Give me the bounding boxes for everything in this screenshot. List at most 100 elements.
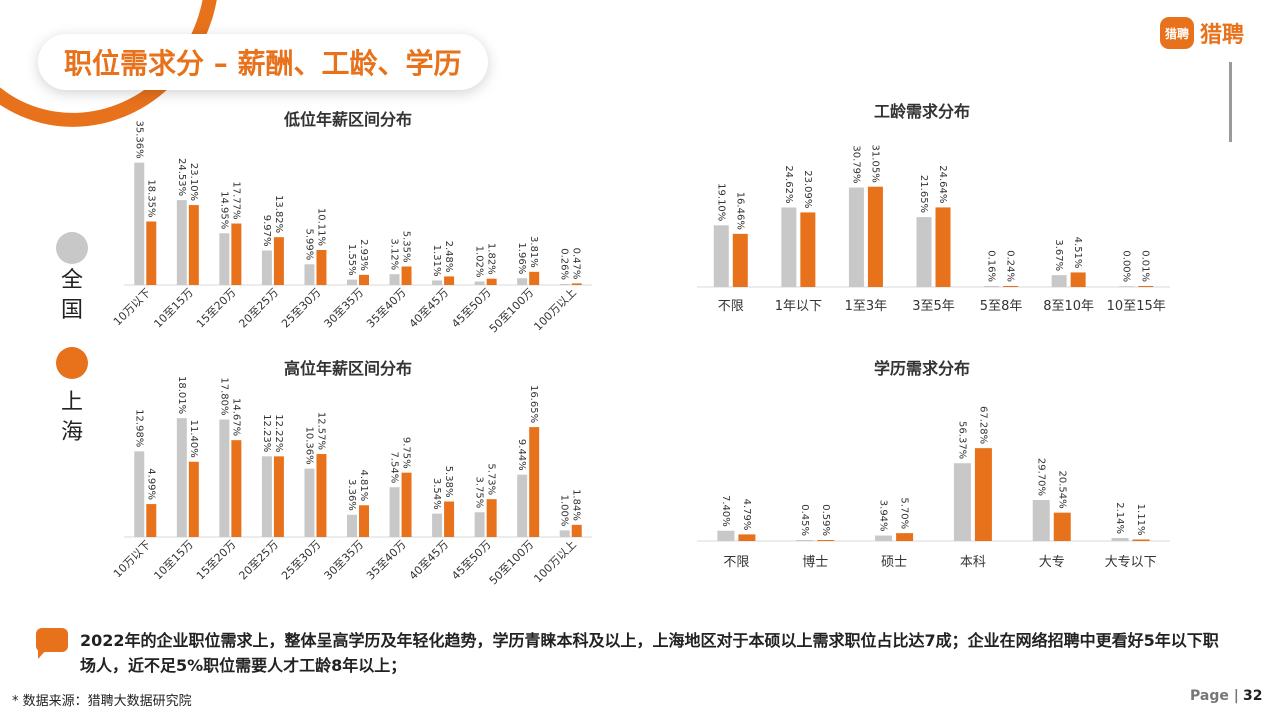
high_salary-data-label: 12.23% [261,414,272,452]
education-bar-national [953,463,971,541]
logo-badge-icon: 猎聘 [1160,17,1194,49]
education-bar-shanghai [1053,512,1071,541]
education-category-label: 硕士 [881,555,907,570]
low_salary-data-label: 24.53% [176,158,187,196]
low_salary-category-label: 10万以下 [111,286,153,328]
high_salary-category-label: 20至25万 [236,538,281,583]
high_salary-category-label: 10至15万 [151,538,196,583]
experience-bar-shanghai [1138,286,1154,287]
high_salary-category-label: 35至40万 [364,538,409,583]
education-bar-shanghai [738,534,756,541]
low_salary-data-label: 2.48% [443,241,454,273]
experience-data-label: 19.10% [715,183,726,221]
high_salary-bar-shanghai [444,501,455,537]
low_salary-data-label: 1.55% [346,244,357,276]
high_salary-category-label: 40至45万 [407,538,452,583]
low_salary-data-label: 3.81% [528,236,539,268]
high_salary-bar-national [347,514,357,537]
high_salary-bar-shanghai [359,505,369,537]
low_salary-data-label: 17.77% [230,181,241,219]
low_salary-data-label: 14.95% [218,191,229,229]
high_salary-data-label: 17.80% [218,377,229,415]
high_salary-data-label: 3.54% [431,478,442,510]
education-data-label: 3.94% [878,500,889,532]
high_salary-category-label: 15至20万 [194,538,239,583]
low_salary-bar-shanghai [486,278,497,285]
experience-data-label: 23.09% [802,170,813,208]
high_salary-bar-national [474,512,485,537]
high_salary-data-label: 11.40% [188,420,199,458]
high_salary-bar-shanghai [273,456,284,537]
high_salary-bar-national [219,419,230,537]
experience-bar-shanghai [867,186,883,287]
low_salary-bar-national [176,200,187,285]
high_salary-bar-national [432,513,443,537]
high_salary-data-label: 3.75% [474,476,485,508]
low_salary-data-label: 1.82% [486,243,497,275]
low_salary-data-label: 13.82% [273,195,284,233]
education-bar-national [717,530,735,541]
page-title: 职位需求分 – 薪酬、工龄、学历 [64,47,462,80]
experience-category-label: 10至15年 [1107,299,1166,314]
high_salary-bar-national [261,456,272,537]
low_salary-data-label: 5.35% [401,231,412,263]
low_salary-bar-national [304,264,315,285]
education-category-label: 本科 [960,555,986,570]
high_salary-title: 高位年薪区间分布 [284,359,412,378]
logo-text: 猎聘 [1200,23,1245,48]
low_salary-bar-shanghai [401,266,412,285]
high_salary-data-label: 5.38% [443,466,454,498]
legend-national-dot [56,232,88,264]
experience-data-label: 3.67% [1053,239,1064,271]
low_salary-data-label: 5.99% [303,228,314,260]
low_salary-data-label: 9.97% [261,215,272,247]
low_salary-bar-shanghai [529,271,540,285]
low_salary-category-label: 50至100万 [487,286,536,335]
education-data-label: 2.14% [1114,502,1125,534]
education-category-label: 大专以下 [1105,555,1157,570]
low_salary-bar-shanghai [231,223,242,285]
high_salary-bar-shanghai [571,524,582,537]
education-data-label: 29.70% [1035,458,1046,496]
low_salary-data-label: 2.93% [358,239,369,271]
experience-category-label: 3至5年 [912,299,955,314]
education-category-label: 不限 [723,555,749,570]
experience-bar-national [984,286,1000,287]
education-bar-national [796,540,814,541]
experience-data-label: 0.00% [1121,250,1132,282]
high_salary-category-label: 45至50万 [449,538,494,583]
low_salary-data-label: 3.12% [389,238,400,270]
high_salary-bar-shanghai [188,461,199,537]
low_salary-bar-shanghai [273,237,284,285]
title-banner: 职位需求分 – 薪酬、工龄、学历 [38,34,488,90]
low_salary-bar-national [517,278,528,285]
education-bar-national [1111,538,1129,541]
high_salary-category-label: 10万以下 [111,538,153,580]
legend-shanghai-label: 上 海 [60,390,83,445]
low_salary-bar-national [559,284,570,285]
education-bar-national [1032,500,1050,541]
experience-bar-national [1119,286,1135,287]
speech-bubble-tail [38,648,48,659]
low_salary-category-label: 45至50万 [449,286,494,331]
high_salary-bar-national [304,468,315,537]
high_salary-data-label: 9.75% [401,437,412,469]
high_salary-data-label: 4.99% [145,468,156,500]
experience-category-label: 不限 [718,299,744,314]
low_salary-data-label: 1.96% [516,242,527,274]
low_salary-bar-shanghai [444,276,455,285]
experience-bar-national [916,217,932,287]
high_salary-bar-national [176,418,187,537]
low_salary-bar-national [134,162,145,285]
low_salary-bar-national [432,280,443,285]
high_salary-category-label: 25至30万 [279,538,324,583]
experience-data-label: 31.05% [869,145,880,183]
education-data-label: 0.45% [799,504,810,536]
high_salary-data-label: 7.54% [389,451,400,483]
high_salary-data-label: 1.00% [559,495,570,527]
high_salary-bar-shanghai [231,440,242,537]
summary-text: 2022年的企业职位需求上，整体呈高学历及年轻化趋势，学历青睐本科及以上，上海地… [80,631,1219,675]
experience-data-label: 30.79% [850,145,861,183]
experience-bar-shanghai [800,212,816,287]
low_salary-data-label: 35.36% [133,121,144,159]
